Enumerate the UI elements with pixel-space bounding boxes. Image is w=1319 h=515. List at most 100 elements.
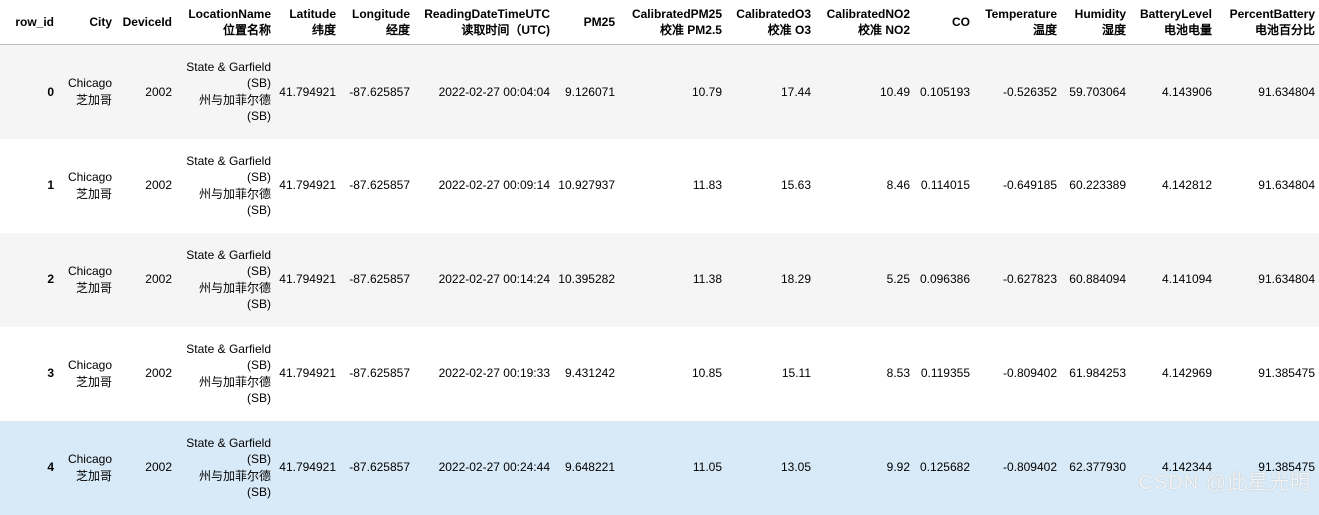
location-name-cell-line: State & Garfield: [186, 341, 271, 356]
co-cell: 0.119355: [920, 366, 970, 381]
column-header-calibrated-no2: CalibratedNO2 校准 NO2: [815, 0, 914, 45]
location-name-cell-line: (SB): [247, 297, 271, 311]
pm25-cell: 10.927937: [558, 178, 615, 193]
temperature-cell: -0.809402: [1002, 460, 1057, 475]
co-cell: 0.105193: [919, 84, 970, 99]
location-name-cell: State & Garfield (SB) 州与加菲尔德 (SB): [176, 139, 275, 233]
column-header-reading-time: ReadingDateTimeUTC 读取时间（UTC): [414, 0, 554, 45]
header-label: CO: [952, 15, 970, 29]
city-cell: Chicago 芝加哥: [58, 139, 116, 233]
column-header-calibrated-pm25: CalibratedPM25 校准 PM2.5: [619, 0, 726, 45]
header-label: CalibratedNO2: [826, 7, 910, 21]
calibrated-pm25-cell: 11.83: [692, 178, 722, 193]
location-name-cell-line: State & Garfield: [186, 435, 271, 450]
percent-battery-cell: 91.634804: [1258, 84, 1315, 99]
battery-level-cell: 4.142812: [1161, 178, 1212, 193]
device-id-cell: 2002: [145, 272, 172, 287]
longitude-cell: -87.625857: [349, 178, 410, 193]
humidity-cell: 62.377930: [1069, 460, 1126, 475]
header-label: LocationName: [188, 7, 271, 21]
reading-time-cell: 2022-02-27 00:19:33: [438, 366, 550, 381]
column-header-row-id: row_id: [0, 0, 58, 45]
header-label-zh: 校准 PM2.5: [659, 23, 722, 37]
header-label-zh: 电池百分比: [1254, 23, 1315, 37]
reading-time-cell: 2022-02-27 00:14:24: [438, 272, 550, 287]
calibrated-pm25-cell: 11.05: [692, 460, 722, 475]
longitude-cell: -87.625857: [349, 460, 410, 475]
header-row: row_id City DeviceId LocationName 位置名称 La…: [0, 0, 1319, 45]
co-cell: 0.114015: [920, 178, 970, 193]
latitude-cell: 41.794921: [279, 272, 336, 287]
header-label-zh: 电池电量: [1163, 23, 1212, 37]
percent-battery-cell: 91.634804: [1258, 178, 1315, 193]
humidity-cell: 60.223389: [1069, 178, 1126, 193]
temperature-cell: -0.526352: [1002, 84, 1057, 99]
table-header: row_id City DeviceId LocationName 位置名称 La…: [0, 0, 1319, 45]
city-cell: Chicago 芝加哥: [58, 421, 116, 515]
battery-level-cell: 4.143906: [1161, 84, 1212, 99]
column-header-calibrated-o3: CalibratedO3 校准 O3: [726, 0, 815, 45]
temperature-cell: -0.809402: [1002, 366, 1057, 381]
row-id-cell: 1: [47, 178, 54, 193]
watermark: CSDN @此星光明: [1138, 472, 1311, 494]
calibrated-pm25-cell: 10.79: [691, 84, 722, 99]
header-label: City: [89, 15, 112, 29]
device-id-cell: 2002: [145, 460, 172, 475]
battery-level-cell: 4.142344: [1161, 460, 1212, 475]
reading-time-cell: 2022-02-27 00:09:14: [438, 178, 550, 193]
calibrated-no2-cell: 8.53: [886, 366, 910, 381]
device-id-cell: 2002: [145, 366, 172, 381]
location-name-cell-line: 州与加菲尔德: [198, 468, 271, 483]
column-header-percent-battery: PercentBattery 电池百分比: [1216, 0, 1319, 45]
table-body: 0 Chicago 芝加哥 2002 State & Garfield (SB) 州与加菲尔…: [0, 44, 1319, 515]
column-header-location-name: LocationName 位置名称: [176, 0, 275, 45]
calibrated-no2-cell: 9.92: [886, 460, 910, 475]
longitude-cell: -87.625857: [349, 84, 410, 99]
table-row[interactable]: 3 Chicago 芝加哥 2002 State & Garfield (SB) 州与加菲尔…: [0, 327, 1319, 421]
row-id-cell: 4: [47, 460, 54, 475]
calibrated-o3-cell: 15.63: [780, 178, 811, 193]
latitude-cell: 41.794921: [279, 460, 336, 475]
row-id-cell: 0: [47, 84, 54, 99]
header-label: CalibratedPM25: [631, 7, 722, 21]
city-cell: Chicago 芝加哥: [58, 327, 116, 421]
table-row[interactable]: 4 Chicago 芝加哥 2002 State & Garfield (SB) 州与加菲尔…: [0, 420, 1319, 515]
reading-time-cell: 2022-02-27 00:04:04: [438, 84, 550, 99]
table-row[interactable]: 1 Chicago 芝加哥 2002 State & Garfield (SB) 州与加菲尔…: [0, 139, 1319, 233]
header-label-zh: 位置名称: [222, 23, 271, 37]
longitude-cell: -87.625857: [349, 272, 410, 287]
column-header-humidity: Humidity 湿度: [1061, 0, 1130, 45]
pm25-cell: 9.431242: [564, 366, 615, 381]
temperature-cell: -0.649185: [1002, 178, 1057, 193]
percent-battery-cell: 91.385475: [1258, 366, 1315, 381]
location-name-cell: State & Garfield (SB) 州与加菲尔德 (SB): [176, 45, 275, 139]
device-id-cell: 2002: [145, 84, 172, 99]
humidity-cell: 61.984253: [1069, 366, 1126, 381]
header-label-zh: 湿度: [1101, 23, 1126, 37]
header-label: Longitude: [352, 7, 410, 21]
header-label: row_id: [15, 15, 54, 29]
city-cell-line: 芝加哥: [75, 280, 112, 295]
location-name-cell-line: State & Garfield: [186, 153, 271, 168]
table-row[interactable]: 2 Chicago 芝加哥 2002 State & Garfield (SB) 州与加菲尔…: [0, 232, 1319, 327]
battery-level-cell: 4.142969: [1161, 366, 1212, 381]
location-name-cell: State & Garfield (SB) 州与加菲尔德 (SB): [176, 327, 275, 421]
row-id-cell: 3: [47, 366, 54, 381]
battery-level-cell: 4.141094: [1161, 272, 1212, 287]
location-name-cell-line: (SB): [247, 264, 271, 278]
table-row[interactable]: 0 Chicago 芝加哥 2002 State & Garfield (SB) 州与加菲尔…: [0, 44, 1319, 139]
location-name-cell-line: (SB): [247, 109, 271, 124]
column-header-pm25: PM25: [554, 0, 619, 45]
location-name-cell: State & Garfield (SB) 州与加菲尔德 (SB): [176, 421, 275, 515]
header-label-zh: 校准 O3: [767, 23, 811, 37]
humidity-cell: 59.703064: [1069, 84, 1126, 99]
co-cell: 0.096386: [919, 272, 970, 287]
header-label: Latitude: [289, 7, 336, 21]
location-name-cell-line: 州与加菲尔德: [198, 374, 271, 389]
header-label: CalibratedO3: [736, 7, 811, 21]
location-name-cell: State & Garfield (SB) 州与加菲尔德 (SB): [176, 233, 275, 327]
location-name-cell-line: 州与加菲尔德: [198, 280, 271, 295]
location-name-cell-line: (SB): [247, 203, 271, 217]
city-cell-line: Chicago: [67, 264, 112, 278]
